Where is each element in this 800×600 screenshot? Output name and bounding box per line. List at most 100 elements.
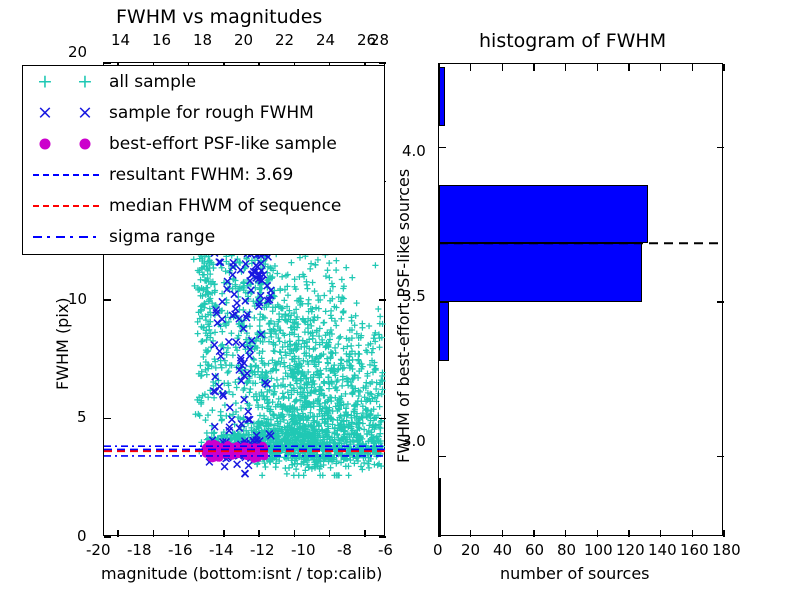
axis-tick [564, 64, 567, 71]
axis-tick [439, 301, 446, 303]
legend-item[interactable]: × × sample for rough FWHM [23, 97, 384, 128]
histogram-bar [439, 243, 642, 303]
x-tick-label: 20 [461, 541, 481, 559]
dashdot-line-icon [23, 221, 109, 252]
legend-item[interactable]: median FHWM of sequence [23, 190, 384, 221]
legend-item-label: median FHWM of sequence [109, 195, 342, 216]
bottom-tick-label: -6 [378, 541, 393, 559]
x-tick-label: 160 [680, 541, 709, 559]
axis-tick [293, 530, 296, 537]
axis-tick [469, 64, 472, 71]
cross-icon: × × [37, 101, 93, 123]
histogram-bar [439, 478, 441, 537]
y-tick-label: 0 [77, 527, 87, 545]
bottom-tick-label: -16 [168, 541, 193, 559]
axis-tick [328, 530, 331, 537]
x-tick-label: 180 [712, 541, 741, 559]
top-tick-label: 16 [152, 31, 172, 49]
dashed-line-icon [23, 190, 109, 221]
axis-tick [723, 64, 725, 71]
scatter-data-layer [104, 65, 386, 479]
histogram-median-line-layer [439, 242, 724, 245]
axis-tick [533, 530, 535, 537]
histogram-bar [439, 67, 446, 126]
legend-item[interactable]: sigma range [23, 221, 384, 252]
top-tick-label: 26 [357, 31, 377, 49]
axis-tick [659, 530, 662, 537]
axis-tick [501, 530, 504, 537]
axis-tick [438, 64, 440, 71]
top-tick-label: 20 [234, 31, 254, 49]
x-tick-label: 140 [648, 541, 677, 559]
axis-tick [223, 530, 225, 537]
y-tick-label: 20 [68, 43, 88, 61]
axis-tick [364, 530, 366, 537]
axis-tick [379, 299, 386, 301]
top-tick-label: 22 [275, 31, 295, 49]
axis-tick [691, 530, 694, 537]
axis-tick [533, 64, 535, 71]
axis-tick [152, 530, 155, 537]
bottom-tick-label: -8 [337, 541, 352, 559]
x-tick-label: 40 [493, 541, 513, 559]
axis-tick [379, 417, 386, 420]
axis-tick [439, 146, 446, 149]
bottom-tick-label: -18 [127, 541, 152, 559]
left-xaxis-label: magnitude (bottom:isnt / top:calib) [101, 564, 383, 583]
axis-tick [379, 62, 386, 64]
axis-tick [379, 536, 386, 538]
top-tick-label: 24 [316, 31, 336, 49]
legend-rows: + + all sample × × sample for rough FWHM best-… [23, 66, 384, 252]
legend-item-label: all sample [109, 71, 197, 92]
legend-item-label: sigma range [109, 226, 216, 247]
x-tick-label: 0 [433, 541, 443, 559]
right-plot-frame [438, 63, 725, 537]
axis-tick [104, 417, 111, 420]
left-yaxis-label: FWHM (pix) [53, 297, 72, 391]
dashed-line-icon [23, 159, 109, 190]
y-tick-label: 3.0 [402, 432, 426, 450]
legend-item[interactable]: resultant FWHM: 3.69 [23, 159, 384, 190]
axis-tick [717, 146, 724, 149]
legend[interactable]: + + all sample × × sample for rough FWHM best-… [22, 65, 385, 255]
x-tick-label: 60 [525, 541, 545, 559]
axis-tick [564, 530, 567, 537]
histogram-bar [439, 184, 648, 244]
plus-icon: + + [37, 70, 93, 92]
top-tick-label: 18 [193, 31, 213, 49]
legend-item[interactable]: best-effort PSF-like sample [23, 128, 384, 159]
x-tick-label: 80 [557, 541, 577, 559]
axis-tick [596, 64, 599, 71]
axis-tick [104, 536, 111, 538]
y-tick-label: 10 [68, 290, 88, 308]
bottom-tick-label: -14 [209, 541, 234, 559]
axis-tick [469, 530, 472, 537]
axis-tick [596, 530, 599, 537]
bottom-tick-label: -10 [291, 541, 316, 559]
legend-item-label: sample for rough FWHM [109, 102, 314, 123]
legend-item-label: resultant FWHM: 3.69 [109, 164, 294, 185]
axis-tick [187, 530, 190, 537]
right-xaxis-label: number of sources [500, 564, 650, 583]
left-panel-title: FWHM vs magnitudes [116, 6, 323, 28]
y-tick-label: 4.0 [402, 142, 426, 160]
axis-tick [628, 64, 630, 71]
axis-tick [117, 530, 119, 537]
x-tick-label: 120 [616, 541, 645, 559]
axis-tick [717, 455, 724, 458]
axis-tick [717, 301, 724, 303]
x-tick-label: 100 [584, 541, 613, 559]
bottom-tick-label: -20 [86, 541, 111, 559]
filled-dot-icon [23, 128, 109, 159]
axis-tick [691, 64, 694, 71]
right-yaxis-label: FWHM of best-effort PSF-like sources [394, 168, 413, 463]
axis-tick [501, 64, 504, 71]
axis-tick [258, 530, 260, 537]
right-panel-title: histogram of FWHM [479, 30, 667, 52]
bottom-tick-label: -12 [250, 541, 275, 559]
left-plot-frame [103, 62, 386, 538]
legend-item[interactable]: + + all sample [23, 66, 384, 97]
axis-tick [104, 62, 111, 64]
y-tick-label: 3.5 [402, 287, 426, 305]
